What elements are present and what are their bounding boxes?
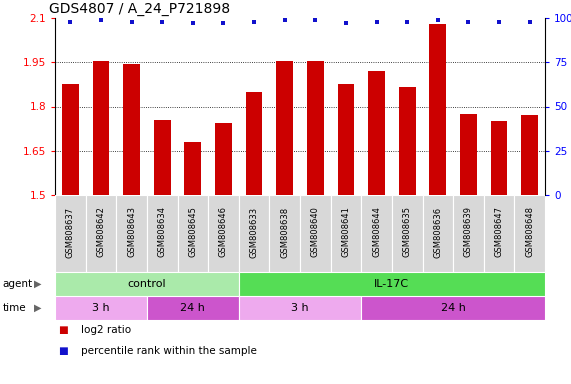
Text: control: control bbox=[127, 279, 166, 289]
Bar bbox=[490, 121, 508, 195]
Text: GSM808643: GSM808643 bbox=[127, 207, 136, 257]
Text: percentile rank within the sample: percentile rank within the sample bbox=[81, 346, 256, 356]
Text: GSM808647: GSM808647 bbox=[494, 207, 504, 257]
Bar bbox=[239, 195, 270, 272]
Bar bbox=[521, 115, 538, 195]
Text: GSM808648: GSM808648 bbox=[525, 207, 534, 257]
Point bbox=[96, 17, 106, 23]
Bar bbox=[55, 272, 239, 296]
Bar bbox=[62, 84, 79, 195]
Point bbox=[494, 18, 504, 25]
Point bbox=[311, 17, 320, 23]
Text: GSM808642: GSM808642 bbox=[96, 207, 106, 257]
Bar bbox=[93, 61, 110, 195]
Bar bbox=[246, 92, 263, 195]
Text: time: time bbox=[3, 303, 26, 313]
Point bbox=[280, 17, 289, 23]
Bar bbox=[276, 61, 293, 195]
Bar bbox=[208, 195, 239, 272]
Bar bbox=[55, 195, 86, 272]
Text: GSM808644: GSM808644 bbox=[372, 207, 381, 257]
Bar bbox=[86, 195, 116, 272]
Bar bbox=[514, 195, 545, 272]
Text: GSM808636: GSM808636 bbox=[433, 206, 443, 258]
Text: 3 h: 3 h bbox=[291, 303, 309, 313]
Bar bbox=[399, 87, 416, 195]
Bar bbox=[429, 24, 446, 195]
Text: ▶: ▶ bbox=[34, 303, 42, 313]
Bar bbox=[361, 296, 545, 320]
Bar bbox=[331, 195, 361, 272]
Text: agent: agent bbox=[3, 279, 33, 289]
Point bbox=[250, 18, 259, 25]
Bar bbox=[337, 84, 355, 195]
Bar bbox=[178, 195, 208, 272]
Text: 24 h: 24 h bbox=[441, 303, 465, 313]
Bar bbox=[147, 195, 178, 272]
Point bbox=[158, 18, 167, 25]
Point bbox=[188, 20, 198, 26]
Point bbox=[372, 18, 381, 25]
Bar bbox=[423, 195, 453, 272]
Bar bbox=[55, 296, 147, 320]
Point bbox=[66, 18, 75, 25]
Text: IL-17C: IL-17C bbox=[375, 279, 409, 289]
Bar bbox=[239, 296, 361, 320]
Bar bbox=[368, 71, 385, 195]
Bar bbox=[484, 195, 514, 272]
Text: GSM808640: GSM808640 bbox=[311, 207, 320, 257]
Text: GSM808646: GSM808646 bbox=[219, 207, 228, 257]
Text: GSM808633: GSM808633 bbox=[250, 206, 259, 258]
Text: ■: ■ bbox=[58, 325, 67, 335]
Bar bbox=[154, 120, 171, 195]
Bar bbox=[460, 114, 477, 195]
Text: GSM808638: GSM808638 bbox=[280, 206, 289, 258]
Bar bbox=[307, 61, 324, 195]
Bar bbox=[392, 195, 423, 272]
Bar bbox=[270, 195, 300, 272]
Text: 24 h: 24 h bbox=[180, 303, 205, 313]
Text: GSM808634: GSM808634 bbox=[158, 207, 167, 257]
Bar bbox=[453, 195, 484, 272]
Text: 3 h: 3 h bbox=[92, 303, 110, 313]
Point bbox=[127, 18, 136, 25]
Text: GDS4807 / A_24_P721898: GDS4807 / A_24_P721898 bbox=[49, 2, 231, 16]
Bar bbox=[361, 195, 392, 272]
Point bbox=[341, 20, 351, 26]
Bar bbox=[215, 123, 232, 195]
Point bbox=[464, 18, 473, 25]
Bar bbox=[116, 195, 147, 272]
Text: log2 ratio: log2 ratio bbox=[81, 325, 131, 335]
Text: GSM808639: GSM808639 bbox=[464, 207, 473, 257]
Point bbox=[525, 18, 534, 25]
Bar bbox=[147, 296, 239, 320]
Text: GSM808641: GSM808641 bbox=[341, 207, 351, 257]
Text: GSM808637: GSM808637 bbox=[66, 206, 75, 258]
Point bbox=[403, 18, 412, 25]
Text: ▶: ▶ bbox=[34, 279, 42, 289]
Bar bbox=[300, 195, 331, 272]
Point bbox=[219, 20, 228, 26]
Text: GSM808635: GSM808635 bbox=[403, 207, 412, 257]
Bar bbox=[123, 64, 140, 195]
Text: ■: ■ bbox=[58, 346, 67, 356]
Point bbox=[433, 17, 443, 23]
Text: GSM808645: GSM808645 bbox=[188, 207, 198, 257]
Bar bbox=[184, 142, 201, 195]
Bar bbox=[239, 272, 545, 296]
